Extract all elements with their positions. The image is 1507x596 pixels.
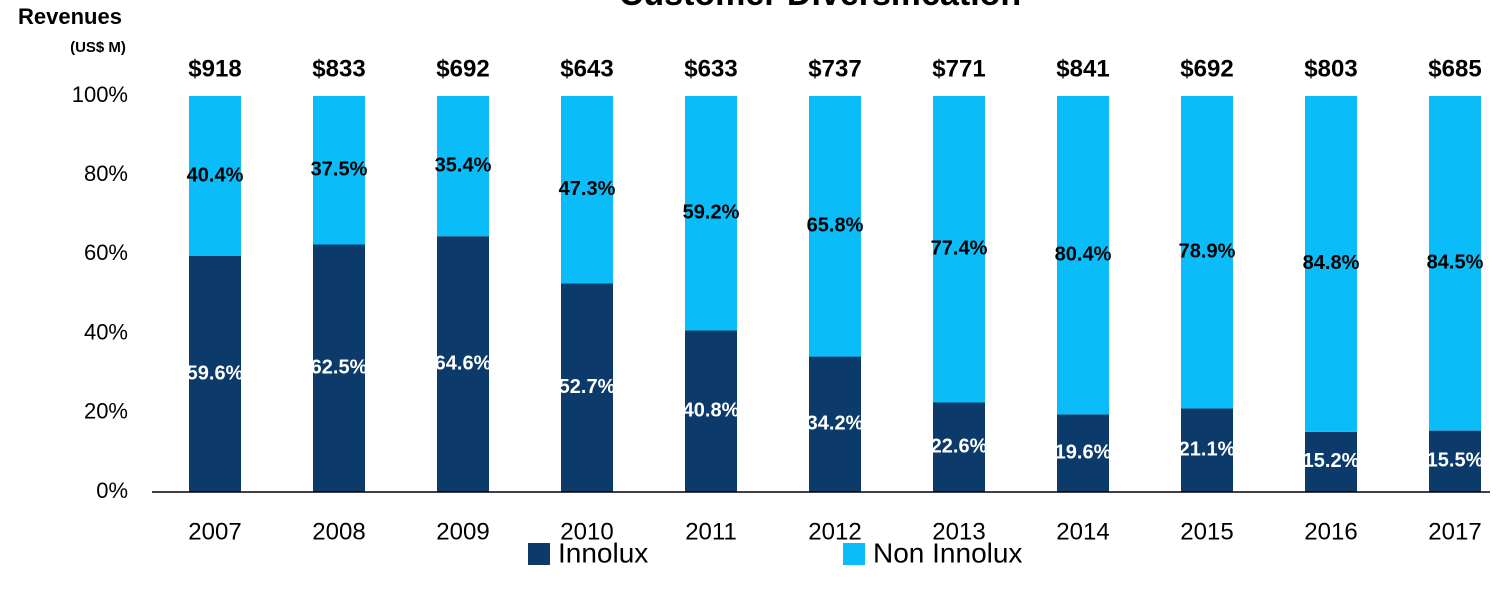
total-label: $685	[1428, 55, 1481, 82]
data-label: 40.8%	[683, 399, 740, 421]
data-label: 52.7%	[559, 376, 616, 398]
data-label: 84.5%	[1427, 252, 1484, 274]
total-label: $841	[1056, 55, 1109, 82]
data-label: 59.2%	[683, 201, 740, 223]
bar-segment	[1057, 414, 1109, 492]
data-label: 84.8%	[1303, 252, 1360, 274]
legend-label: Innolux	[558, 537, 648, 568]
x-tick-label: 2012	[808, 518, 861, 545]
x-tick-label: 2014	[1056, 518, 1109, 545]
bar-segment	[313, 244, 365, 492]
data-label: 37.5%	[311, 159, 368, 181]
x-tick-label: 2009	[436, 518, 489, 545]
legend-swatch	[528, 543, 550, 565]
x-tick-label: 2008	[312, 518, 365, 545]
legend-swatch	[843, 543, 865, 565]
total-label: $692	[1180, 55, 1233, 82]
bar-segment	[189, 96, 241, 256]
bar-segment	[809, 356, 861, 492]
data-label: 64.6%	[435, 352, 492, 374]
x-tick-label: 2007	[188, 518, 241, 545]
data-label: 34.2%	[807, 413, 864, 435]
y-tick-label: 100%	[72, 82, 128, 107]
data-label: 15.5%	[1427, 450, 1484, 472]
data-label: 59.6%	[187, 362, 244, 384]
data-label: 19.6%	[1055, 441, 1112, 463]
total-label: $633	[684, 55, 737, 82]
data-label: 21.1%	[1179, 439, 1236, 461]
total-label: $803	[1304, 55, 1357, 82]
x-tick-label: 2010	[560, 518, 613, 545]
data-label: 35.4%	[435, 154, 492, 176]
x-tick-label: 2011	[685, 518, 737, 545]
bar-segment	[189, 255, 241, 492]
chart-title: Customer Diversification	[619, 0, 1021, 13]
y-axis-sublabel: (US$ M)	[70, 39, 126, 56]
data-label: 77.4%	[931, 238, 988, 260]
bar-segment	[933, 402, 985, 492]
total-label: $918	[188, 55, 241, 82]
y-tick-label: 20%	[84, 399, 128, 424]
bar-segment	[685, 96, 737, 331]
data-label: 47.3%	[559, 178, 616, 200]
data-label: 78.9%	[1179, 241, 1236, 263]
data-label: 15.2%	[1303, 450, 1360, 472]
bar-segment	[561, 96, 613, 284]
y-axis-label: Revenues	[18, 4, 122, 29]
y-tick-label: 0%	[96, 478, 128, 503]
total-label: $643	[560, 55, 613, 82]
bar-segment	[1305, 96, 1357, 432]
total-label: $692	[436, 55, 489, 82]
bar-segment	[1181, 96, 1233, 409]
bar-segment	[933, 96, 985, 403]
x-tick-label: 2013	[932, 518, 985, 545]
x-tick-label: 2016	[1304, 518, 1357, 545]
data-label: 65.8%	[807, 215, 864, 237]
bar-segment	[685, 330, 737, 492]
data-label: 40.4%	[187, 164, 244, 186]
bar-segment	[1057, 96, 1109, 415]
bar-segment	[809, 96, 861, 357]
bar-segment	[437, 236, 489, 492]
y-tick-label: 40%	[84, 319, 128, 344]
bar-segment	[561, 283, 613, 492]
total-label: $833	[312, 55, 365, 82]
total-label: $737	[808, 55, 861, 82]
bar-segment	[1305, 431, 1357, 492]
total-label: $771	[932, 55, 985, 82]
x-tick-label: 2017	[1428, 518, 1481, 545]
data-label: 62.5%	[311, 357, 368, 379]
bar-segment	[1181, 408, 1233, 492]
x-tick-label: 2015	[1180, 518, 1233, 545]
legend-label: Non Innolux	[873, 537, 1022, 568]
data-label: 80.4%	[1055, 243, 1112, 265]
bar-segment	[1429, 96, 1481, 431]
data-label: 22.6%	[931, 436, 988, 458]
bar-segment	[313, 96, 365, 245]
y-tick-label: 60%	[84, 240, 128, 265]
bar-segment	[437, 96, 489, 237]
y-tick-label: 80%	[84, 161, 128, 186]
bar-segment	[1429, 430, 1481, 492]
